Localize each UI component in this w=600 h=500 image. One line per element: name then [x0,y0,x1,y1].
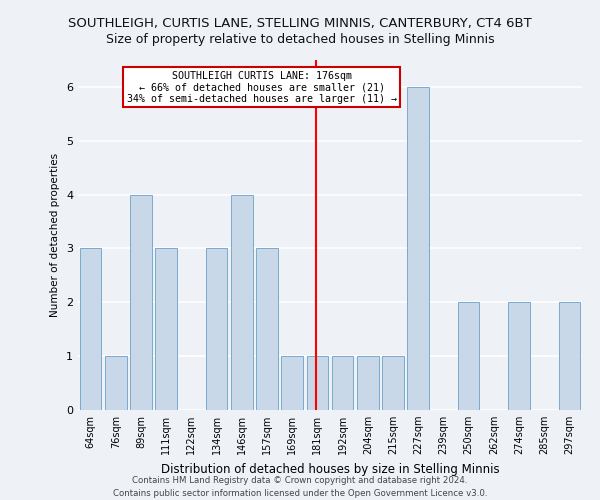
Text: Size of property relative to detached houses in Stelling Minnis: Size of property relative to detached ho… [106,32,494,46]
Bar [357,356,379,410]
Bar [80,248,101,410]
Bar [256,248,278,410]
Bar [458,302,479,410]
Bar [307,356,328,410]
Y-axis label: Number of detached properties: Number of detached properties [50,153,61,317]
Bar [206,248,227,410]
Bar [155,248,177,410]
Bar [281,356,303,410]
Bar [382,356,404,410]
Bar [508,302,530,410]
Bar [559,302,580,410]
Text: SOUTHLEIGH, CURTIS LANE, STELLING MINNIS, CANTERBURY, CT4 6BT: SOUTHLEIGH, CURTIS LANE, STELLING MINNIS… [68,18,532,30]
Bar [332,356,353,410]
X-axis label: Distribution of detached houses by size in Stelling Minnis: Distribution of detached houses by size … [161,462,499,475]
Bar [105,356,127,410]
Bar [231,194,253,410]
Text: SOUTHLEIGH CURTIS LANE: 176sqm
← 66% of detached houses are smaller (21)
34% of : SOUTHLEIGH CURTIS LANE: 176sqm ← 66% of … [127,70,397,104]
Bar [130,194,152,410]
Bar [407,87,429,410]
Text: Contains HM Land Registry data © Crown copyright and database right 2024.
Contai: Contains HM Land Registry data © Crown c… [113,476,487,498]
